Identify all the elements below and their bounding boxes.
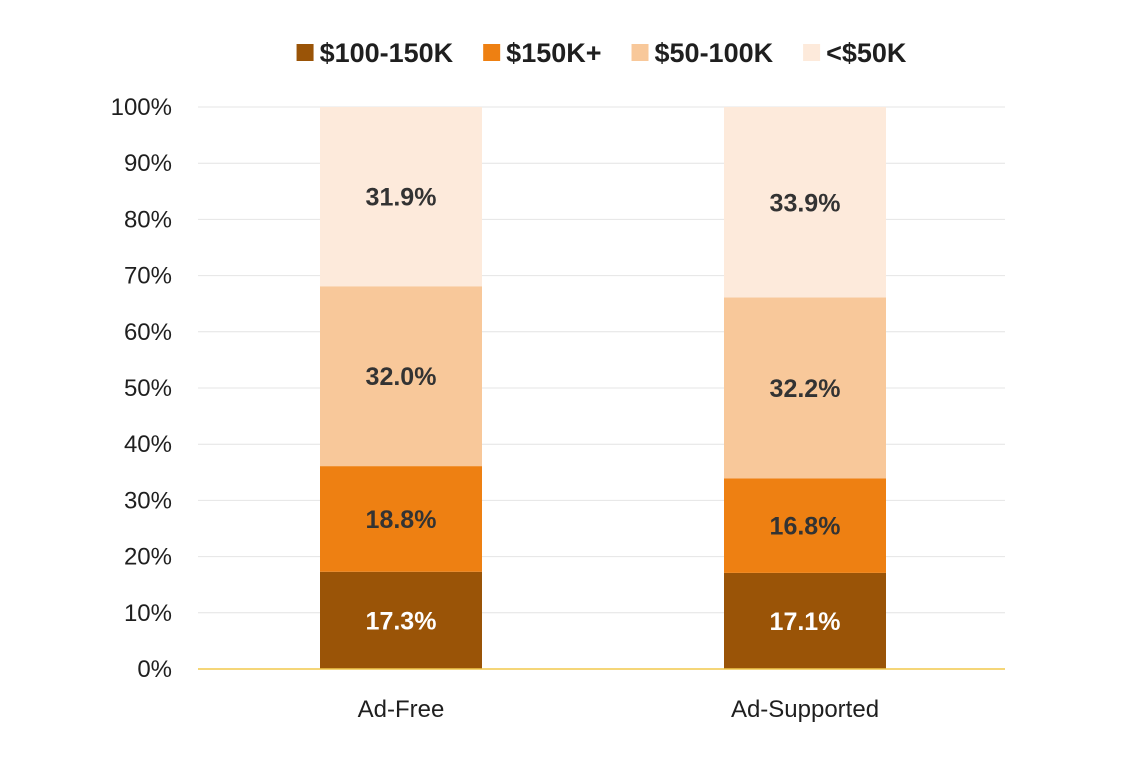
bar-segment xyxy=(320,286,482,467)
y-tick-label: 50% xyxy=(124,375,172,402)
y-tick-label: 90% xyxy=(124,150,172,177)
bar-segment xyxy=(724,478,886,573)
y-tick-label: 10% xyxy=(124,600,172,627)
y-axis: 0% 10% 20% 30% 40% 50% 60% 70% 80% 90% 100% xyxy=(111,94,172,683)
y-tick-label: 40% xyxy=(124,431,172,458)
data-label: 17.3% xyxy=(366,607,437,635)
bar-segment xyxy=(724,107,886,298)
legend-label: <$50K xyxy=(826,38,907,68)
legend-label: $100-150K xyxy=(320,38,454,68)
bar-segment xyxy=(724,297,886,479)
data-label: 32.0% xyxy=(366,363,437,391)
data-label: 17.1% xyxy=(770,608,841,636)
legend-swatch xyxy=(296,44,314,61)
y-tick-label: 20% xyxy=(124,544,172,571)
y-tick-label: 60% xyxy=(124,319,172,346)
x-axis: Ad-Free Ad-Supported xyxy=(198,668,1005,723)
bars: 17.3% 18.8% 32.0% 31.9% 17.1% 16.8% 32.2% 33.9% xyxy=(320,107,886,669)
data-label: 33.9% xyxy=(770,189,841,217)
legend-swatch xyxy=(631,44,649,61)
data-label: 31.9% xyxy=(366,184,437,212)
category-label: Ad-Free xyxy=(358,696,445,723)
bar-segment xyxy=(320,571,482,669)
y-tick-label: 0% xyxy=(137,656,172,683)
legend-item: $50-100K xyxy=(631,38,774,68)
bar-segment xyxy=(320,466,482,572)
legend-swatch xyxy=(483,44,501,61)
bar-segment xyxy=(724,572,886,669)
y-tick-label: 100% xyxy=(111,94,172,121)
y-tick-label: 70% xyxy=(124,263,172,290)
legend-label: $50-100K xyxy=(655,38,774,68)
legend: $100-150K $150K+ $50-100K <$50K xyxy=(296,38,907,68)
bar-segment xyxy=(320,107,482,287)
y-tick-label: 30% xyxy=(124,487,172,514)
legend-item: $150K+ xyxy=(483,38,602,68)
legend-label: $150K+ xyxy=(506,38,601,68)
data-label: 18.8% xyxy=(366,506,437,534)
legend-item: $100-150K xyxy=(296,38,454,68)
legend-item: <$50K xyxy=(803,38,907,68)
legend-swatch xyxy=(803,44,821,61)
y-tick-label: 80% xyxy=(124,206,172,233)
data-label: 16.8% xyxy=(770,513,841,541)
category-label: Ad-Supported xyxy=(731,696,879,723)
data-label: 32.2% xyxy=(770,375,841,403)
